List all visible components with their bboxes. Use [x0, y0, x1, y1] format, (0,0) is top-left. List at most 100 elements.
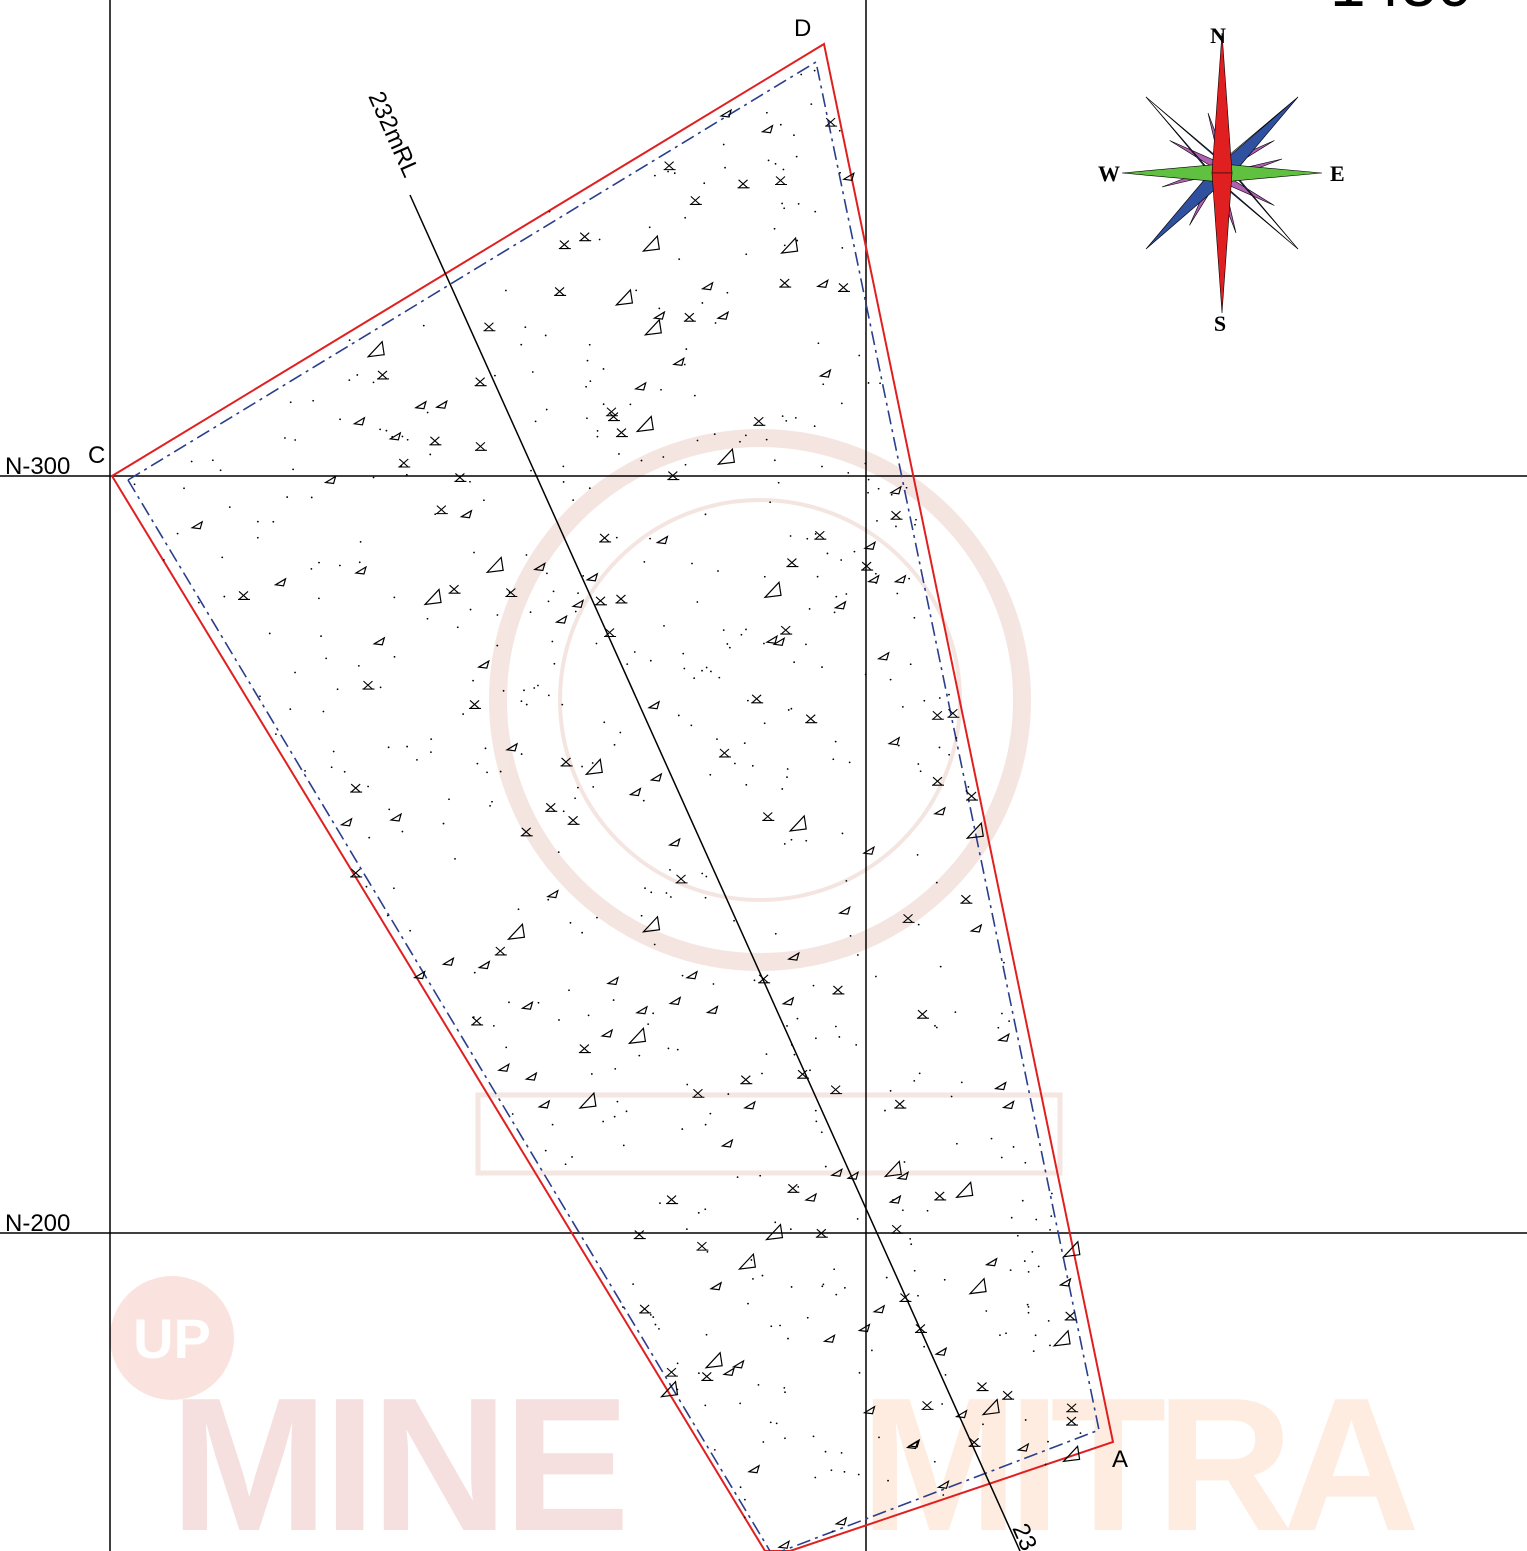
terrain-symbol	[685, 348, 687, 350]
terrain-symbol	[524, 326, 526, 328]
terrain-symbol	[1035, 1219, 1037, 1221]
terrain-symbol	[838, 283, 850, 291]
terrain-symbol	[891, 1225, 903, 1233]
terrain-symbol	[817, 342, 819, 344]
terrain-symbol	[367, 786, 369, 788]
terrain-symbol	[957, 1182, 973, 1197]
terrain-symbol	[539, 1101, 549, 1108]
terrain-symbol	[966, 790, 968, 792]
terrain-symbol	[697, 440, 699, 442]
terrain-symbol	[729, 647, 731, 649]
terrain-symbol	[793, 661, 795, 663]
terrain-symbol	[833, 1268, 835, 1270]
terrain-symbol	[1024, 1260, 1026, 1262]
terrain-symbol	[891, 494, 893, 496]
terrain-symbol	[815, 533, 817, 535]
terrain-symbol	[710, 671, 712, 673]
terrain-symbol	[551, 641, 553, 643]
terrain-symbol	[530, 470, 532, 472]
terrain-symbol	[349, 339, 351, 341]
terrain-symbol	[941, 1403, 943, 1405]
terrain-symbol	[589, 344, 591, 346]
terrain-symbol	[276, 579, 286, 586]
terrain-symbol	[875, 573, 877, 575]
terrain-symbol	[821, 1285, 823, 1287]
terrain-symbol	[350, 784, 362, 792]
terrain-symbol	[779, 1325, 781, 1327]
terrain-symbol	[906, 487, 908, 489]
terrain-symbol	[318, 562, 320, 564]
terrain-symbol	[790, 1228, 792, 1230]
terrain-symbol	[869, 576, 879, 583]
terrain-symbol	[386, 430, 388, 432]
terrain-symbol	[817, 576, 819, 578]
terrain-symbol	[784, 843, 786, 845]
terrain-symbol	[774, 1221, 776, 1223]
terrain-symbol	[377, 371, 389, 379]
terrain-symbol	[667, 171, 669, 173]
terrain-symbol	[577, 787, 579, 789]
inner-boundary	[128, 62, 1099, 1551]
terrain-symbol	[939, 747, 941, 749]
terrain-symbol	[358, 665, 360, 667]
section-label: 232mRL	[363, 87, 425, 181]
terrain-symbol	[714, 1449, 716, 1451]
terrain-symbol	[183, 487, 185, 489]
terrain-symbol	[745, 253, 747, 255]
terrain-symbol	[774, 459, 776, 461]
terrain-symbol	[764, 722, 766, 724]
terrain-symbol	[521, 753, 523, 755]
terrain-symbol	[831, 1469, 833, 1471]
terrain-symbol	[547, 899, 549, 901]
terrain-symbol	[469, 700, 481, 708]
terrain-symbol	[294, 672, 296, 674]
terrain-symbol	[705, 513, 707, 515]
terrain-symbol	[820, 370, 830, 377]
terrain-symbol	[855, 1044, 857, 1046]
terrain-symbol	[815, 1110, 817, 1112]
terrain-symbol	[794, 1054, 796, 1056]
terrain-symbol	[890, 1196, 900, 1203]
terrain-symbol	[944, 1279, 946, 1281]
grid-label: N-300	[5, 453, 70, 480]
terrain-symbol	[269, 633, 271, 635]
terrain-symbol	[867, 492, 869, 494]
terrain-symbol	[934, 1461, 936, 1463]
terrain-symbol	[890, 679, 892, 681]
terrain-symbol	[393, 596, 395, 598]
terrain-symbol	[670, 896, 672, 898]
terrain-symbol	[703, 182, 705, 184]
terrain-symbol	[674, 358, 684, 365]
terrain-symbol	[485, 747, 487, 749]
terrain-symbol	[1027, 1304, 1029, 1306]
terrain-symbol	[1080, 1432, 1082, 1434]
terrain-symbol	[733, 920, 735, 922]
terrain-symbol	[587, 360, 589, 362]
terrain-symbol	[724, 167, 726, 169]
terrain-symbol	[645, 320, 661, 335]
terrain-symbol	[874, 1306, 884, 1313]
terrain-symbol	[835, 596, 837, 598]
terrain-symbol	[895, 526, 897, 528]
terrain-symbol	[476, 763, 478, 765]
terrain-symbol	[718, 677, 720, 679]
terrain-symbol	[780, 124, 782, 126]
terrain-symbol	[727, 1093, 729, 1095]
lease-boundary	[112, 44, 1113, 1551]
terrain-symbol	[967, 786, 969, 788]
terrain-symbol	[835, 741, 837, 743]
terrain-symbol	[177, 533, 179, 535]
terrain-symbol	[532, 371, 534, 373]
terrain-symbol	[587, 574, 597, 581]
terrain-symbol	[879, 653, 889, 660]
terrain-symbol	[701, 873, 703, 875]
terrain-symbol	[839, 172, 841, 174]
terrain-symbol	[670, 839, 680, 846]
terrain-symbol	[436, 506, 448, 514]
terrain-symbol	[932, 711, 944, 719]
terrain-symbol	[368, 837, 370, 839]
terrain-symbol	[647, 1023, 649, 1025]
terrain-symbol	[734, 1361, 744, 1368]
terrain-symbol	[734, 763, 736, 765]
terrain-symbol	[339, 418, 341, 420]
